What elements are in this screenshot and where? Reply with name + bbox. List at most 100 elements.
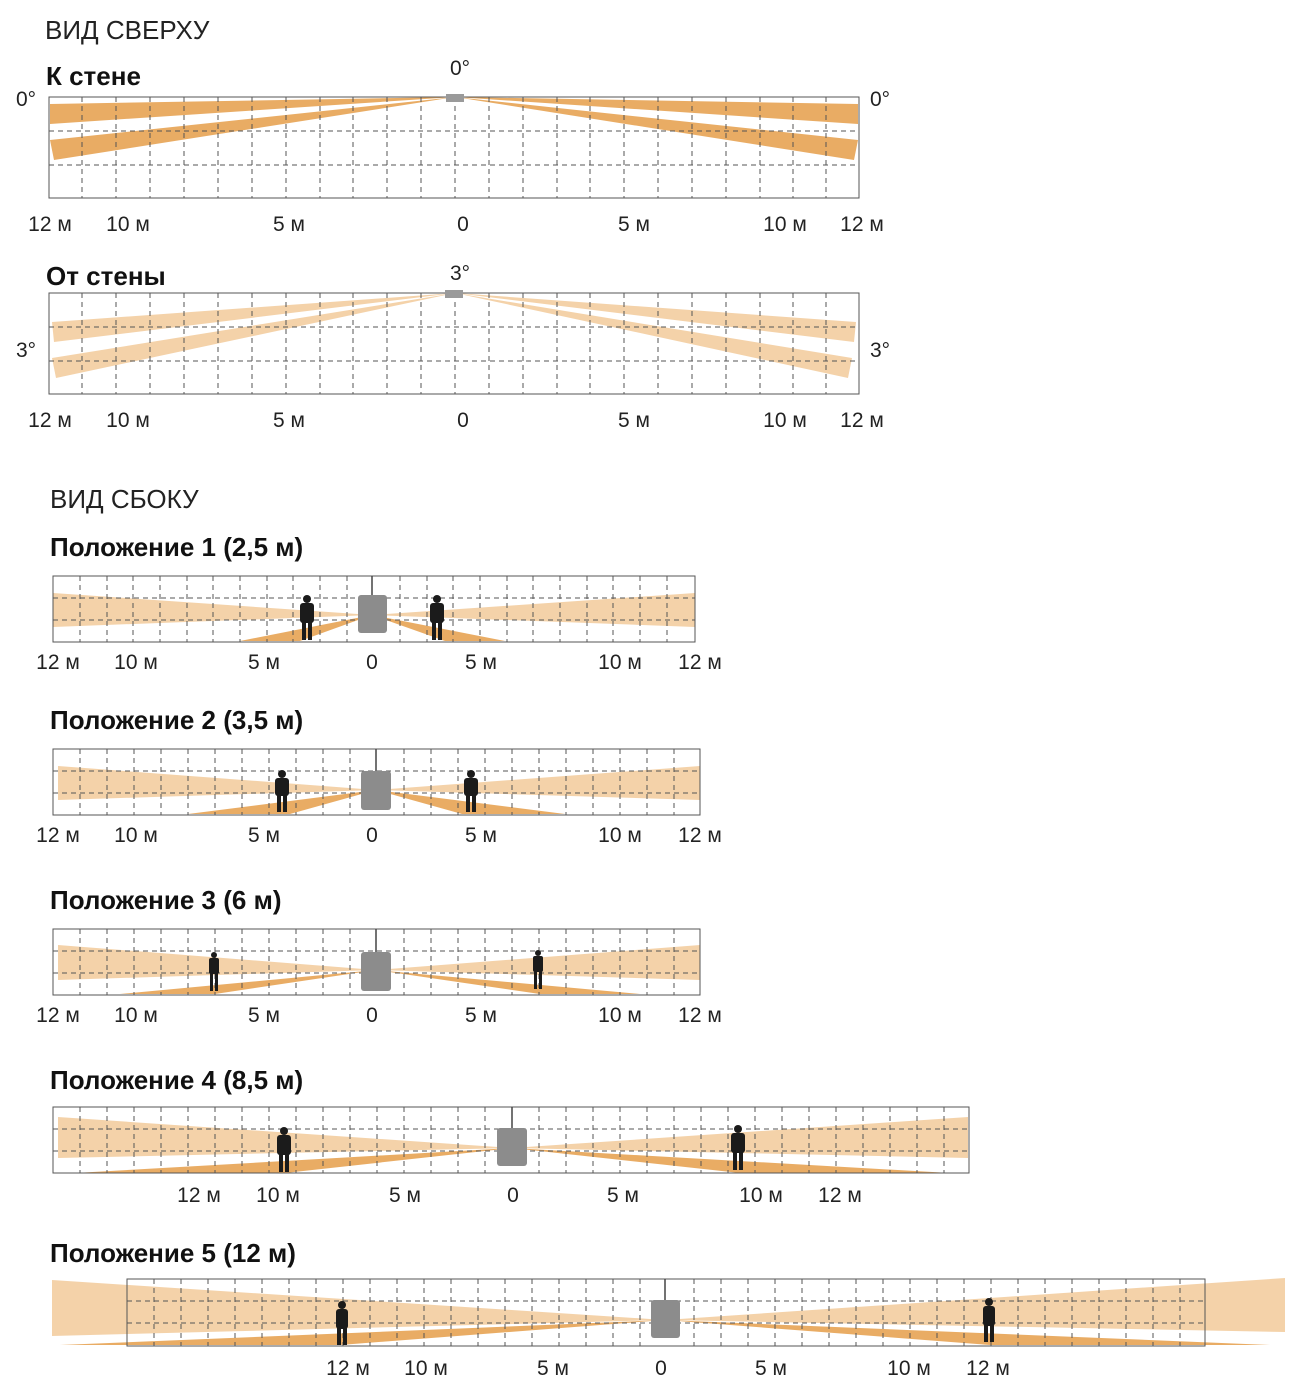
- position-5-sensor-icon: [651, 1300, 680, 1338]
- position-2-tick-10-right: 10 м: [598, 824, 642, 847]
- position-2-person-right-icon: [464, 770, 478, 812]
- position-2-beam-far-left: [58, 766, 376, 800]
- position-1-beam-far-left: [53, 593, 372, 627]
- position-1-person-left-icon: [300, 595, 314, 640]
- position-1-tick-5-right: 5 м: [465, 651, 497, 674]
- position-1-tick-0: 0: [366, 651, 378, 674]
- position-2-tick-5-left: 5 м: [248, 824, 280, 847]
- position-4-title: Положение 4 (8,5 м): [50, 1065, 303, 1095]
- to-wall-tick-12-right: 12 м: [840, 213, 884, 236]
- side-position-3: Положение 3 (6 м): [36, 885, 722, 1027]
- to-wall-beam-right-2: [455, 97, 858, 160]
- position-4-tick-12-right: 12 м: [818, 1184, 862, 1207]
- position-2-tick-10-left: 10 м: [114, 824, 158, 847]
- to-wall-tick-0: 0: [457, 213, 469, 236]
- position-3-tick-5-right: 5 м: [465, 1004, 497, 1027]
- position-5-tick-5-left: 5 м: [537, 1357, 569, 1380]
- position-4-grid: [52, 1106, 970, 1174]
- from-wall-angle-right: 3°: [870, 339, 890, 362]
- from-wall-tick-12-left: 12 м: [28, 409, 72, 432]
- position-5-beam-near-left: [60, 1320, 665, 1345]
- position-3-sensor-icon: [361, 952, 391, 991]
- position-4-person-left-icon: [277, 1127, 291, 1172]
- position-2-person-left-icon: [275, 770, 289, 812]
- position-3-beam-near-right: [376, 970, 640, 994]
- position-1-title: Положение 1 (2,5 м): [50, 532, 303, 562]
- from-wall-tick-12-right: 12 м: [840, 409, 884, 432]
- position-2-tick-5-right: 5 м: [465, 824, 497, 847]
- from-wall-tick-10-right: 10 м: [763, 409, 807, 432]
- to-wall-beam-right-1: [455, 97, 858, 124]
- position-4-tick-5-left: 5 м: [389, 1184, 421, 1207]
- side-position-2: Положение 2 (3,5 м): [36, 705, 722, 847]
- from-wall-tick-10-left: 10 м: [106, 409, 150, 432]
- position-5-grid: [126, 1278, 1206, 1347]
- position-4-tick-5-right: 5 м: [607, 1184, 639, 1207]
- from-wall-tick-5-left: 5 м: [273, 409, 305, 432]
- position-5-beam-far-left: [52, 1280, 665, 1336]
- position-1-tick-5-left: 5 м: [248, 651, 280, 674]
- position-3-tick-12-right: 12 м: [678, 1004, 722, 1027]
- position-3-person-left-icon: [209, 952, 219, 991]
- from-wall-angle-center: 3°: [450, 262, 470, 285]
- position-2-beam-near-left: [188, 790, 376, 814]
- from-wall-beam-right-1: [455, 293, 856, 342]
- from-wall-tick-0: 0: [457, 409, 469, 432]
- to-wall-tick-12-left: 12 м: [28, 213, 72, 236]
- position-2-sensor-icon: [361, 771, 391, 810]
- position-2-beam-far-right: [376, 766, 700, 800]
- position-5-beam-far-right: [665, 1278, 1285, 1332]
- position-2-tick-12-left: 12 м: [36, 824, 80, 847]
- position-4-tick-12-left: 12 м: [177, 1184, 221, 1207]
- position-1-tick-10-right: 10 м: [598, 651, 642, 674]
- position-3-beam-near-left: [120, 970, 376, 994]
- position-2-beam-near-right: [376, 790, 565, 814]
- position-3-tick-10-right: 10 м: [598, 1004, 642, 1027]
- top-view-from-wall: От стены 3° 3° 3°: [16, 261, 890, 432]
- top-view-to-wall: К стене 0° 0° 0°: [16, 57, 890, 236]
- side-view-title: ВИД СБОКУ: [50, 484, 199, 514]
- position-3-person-right-icon: [533, 950, 543, 989]
- position-5-person-right-icon: [983, 1298, 995, 1342]
- from-wall-sensor-icon: [445, 290, 463, 298]
- side-position-1: Положение 1 (2,5 м): [36, 532, 722, 674]
- top-view-title: ВИД СВЕРХУ: [45, 15, 210, 45]
- position-3-tick-12-left: 12 м: [36, 1004, 80, 1027]
- position-4-tick-10-left: 10 м: [256, 1184, 300, 1207]
- position-4-tick-10-right: 10 м: [739, 1184, 783, 1207]
- position-5-tick-12-right: 12 м: [966, 1357, 1010, 1380]
- position-2-tick-0: 0: [366, 824, 378, 847]
- to-wall-tick-10-right: 10 м: [763, 213, 807, 236]
- side-position-4: Положение 4 (8,5 м): [50, 1065, 970, 1207]
- position-1-grid: [52, 575, 696, 643]
- position-3-tick-10-left: 10 м: [114, 1004, 158, 1027]
- from-wall-angle-left: 3°: [16, 339, 36, 362]
- position-4-person-right-icon: [731, 1125, 745, 1170]
- position-1-tick-10-left: 10 м: [114, 651, 158, 674]
- position-3-title: Положение 3 (6 м): [50, 885, 281, 915]
- position-5-tick-10-right: 10 м: [887, 1357, 931, 1380]
- position-4-sensor-icon: [497, 1128, 527, 1166]
- position-1-beam-far-right: [372, 593, 695, 627]
- to-wall-sensor-icon: [446, 94, 464, 102]
- position-2-tick-12-right: 12 м: [678, 824, 722, 847]
- position-2-title: Положение 2 (3,5 м): [50, 705, 303, 735]
- position-5-tick-12-left: 12 м: [326, 1357, 370, 1380]
- position-1-tick-12-right: 12 м: [678, 651, 722, 674]
- position-3-tick-0: 0: [366, 1004, 378, 1027]
- to-wall-title: К стене: [46, 61, 141, 91]
- from-wall-beam-left-2: [52, 293, 455, 378]
- position-1-sensor-icon: [358, 595, 387, 633]
- from-wall-tick-5-right: 5 м: [618, 409, 650, 432]
- from-wall-title: От стены: [46, 261, 166, 291]
- position-1-person-right-icon: [430, 595, 444, 640]
- to-wall-tick-5-right: 5 м: [618, 213, 650, 236]
- position-4-beam-near-left: [75, 1148, 512, 1173]
- to-wall-tick-10-left: 10 м: [106, 213, 150, 236]
- from-wall-grid: [48, 292, 860, 395]
- position-1-tick-12-left: 12 м: [36, 651, 80, 674]
- position-5-tick-0: 0: [655, 1357, 667, 1380]
- position-5-tick-5-right: 5 м: [755, 1357, 787, 1380]
- to-wall-angle-center: 0°: [450, 57, 470, 80]
